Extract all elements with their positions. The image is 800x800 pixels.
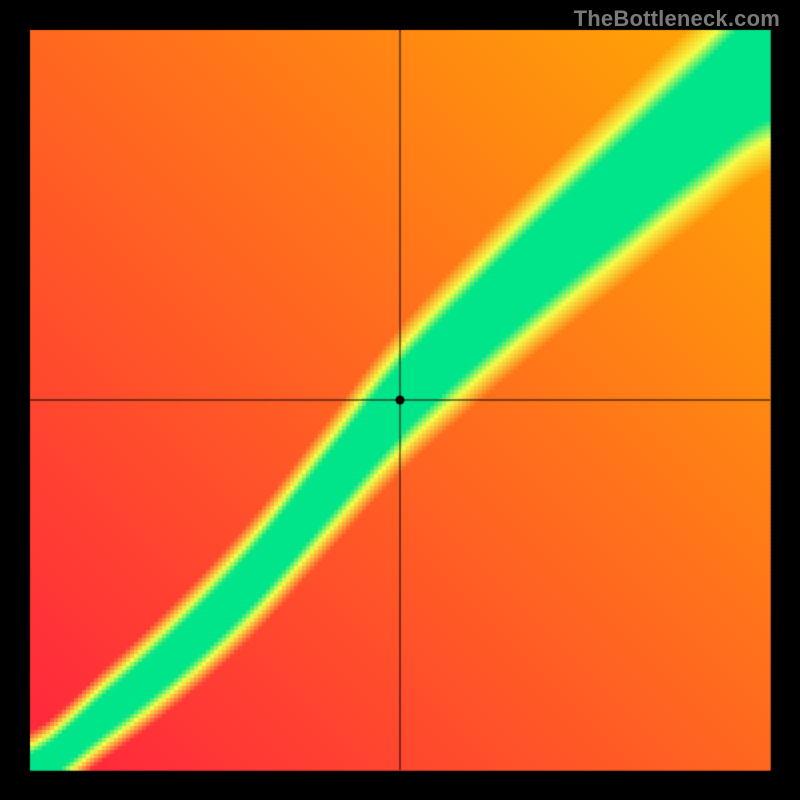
watermark-text: TheBottleneck.com	[574, 6, 780, 32]
bottleneck-heatmap	[0, 0, 800, 800]
